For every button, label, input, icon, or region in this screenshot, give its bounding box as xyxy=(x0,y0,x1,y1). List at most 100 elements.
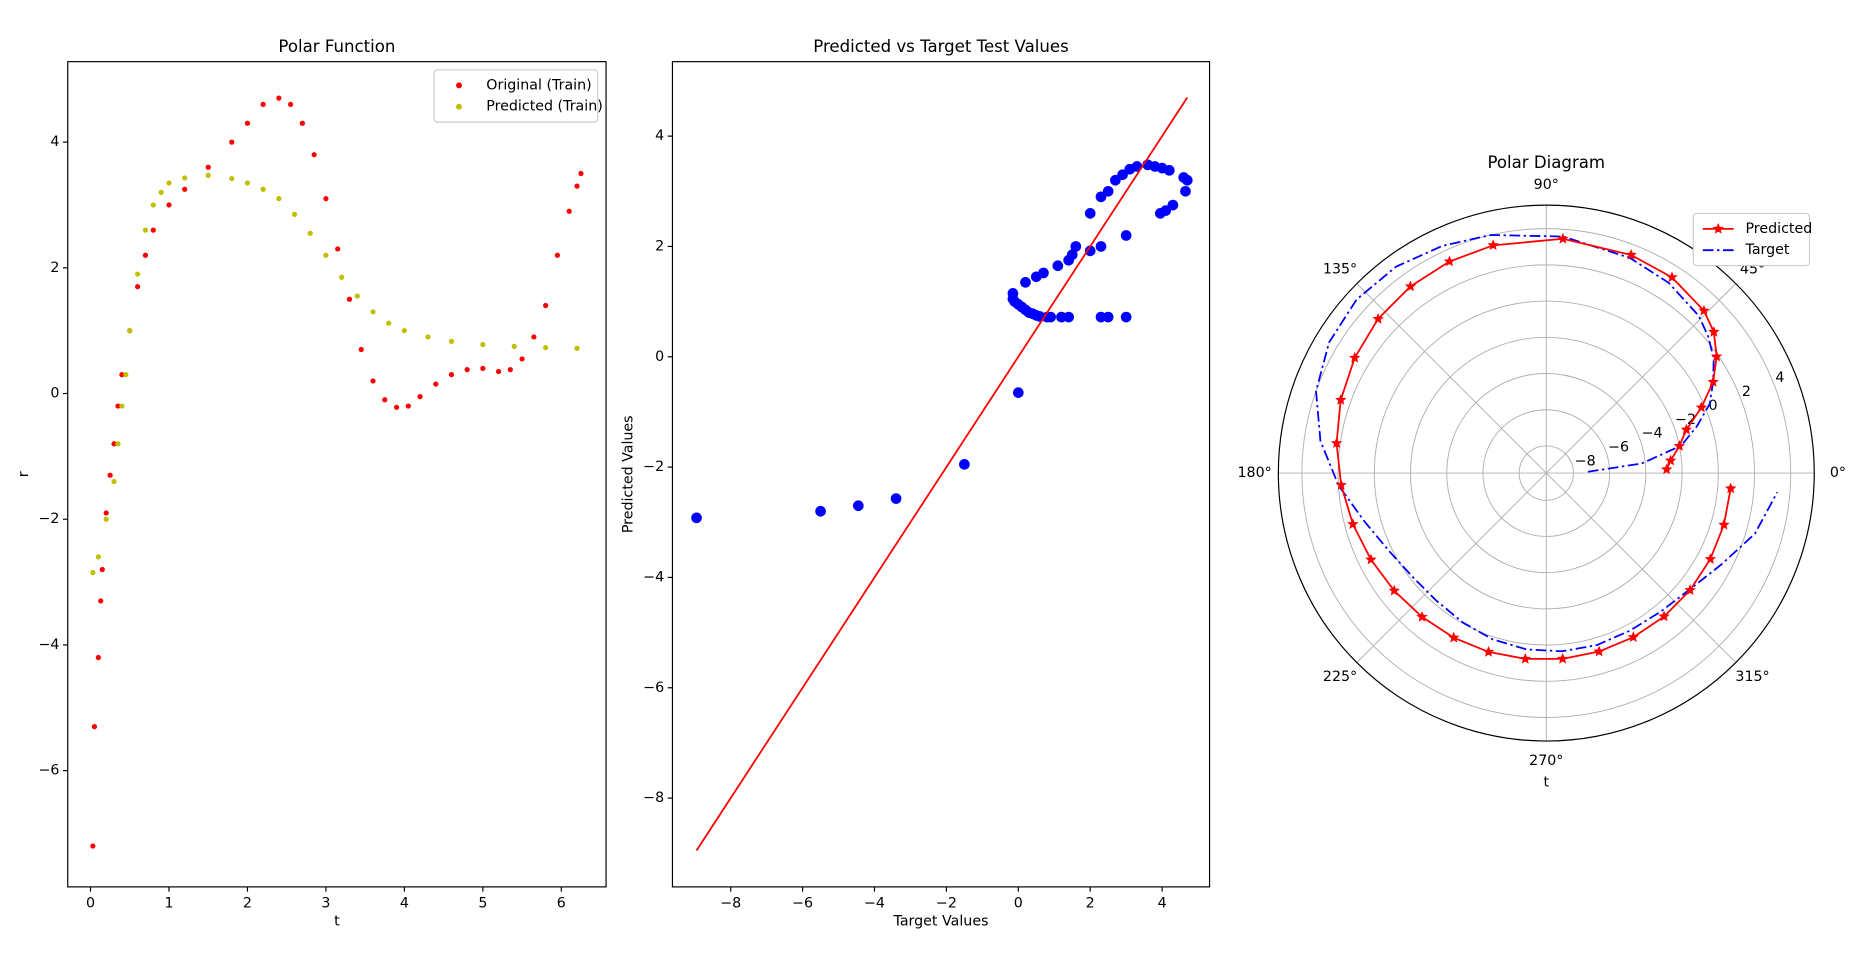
point xyxy=(1045,311,1056,323)
point xyxy=(1557,232,1569,244)
point xyxy=(307,230,313,236)
point xyxy=(1102,311,1114,323)
point xyxy=(1664,454,1677,466)
point xyxy=(578,170,584,177)
legend-box xyxy=(433,69,599,123)
point xyxy=(1519,652,1532,664)
point xyxy=(1443,255,1456,267)
point xyxy=(1117,169,1128,181)
point xyxy=(346,296,353,302)
point xyxy=(1416,610,1428,622)
grid-spoke xyxy=(1545,472,1737,663)
legend-label: Original (Train) xyxy=(486,77,591,93)
point xyxy=(323,196,329,202)
point xyxy=(1335,479,1347,490)
legend-label: Predicted (Train) xyxy=(486,99,602,115)
x-axis-label: Target Values xyxy=(893,913,989,929)
point xyxy=(852,500,864,512)
point xyxy=(150,227,156,233)
point xyxy=(90,570,96,576)
point xyxy=(890,493,902,504)
point xyxy=(1695,401,1708,413)
point xyxy=(1718,518,1730,530)
point xyxy=(1181,174,1193,186)
point xyxy=(574,183,580,189)
chart-title: Polar Diagram xyxy=(1488,153,1606,172)
point xyxy=(370,378,376,384)
point xyxy=(90,843,96,849)
point xyxy=(103,510,109,516)
point xyxy=(543,302,549,309)
theta-tick-label: 315° xyxy=(1735,669,1769,685)
point xyxy=(405,403,411,409)
theta-tick-label: 90° xyxy=(1534,177,1559,193)
point xyxy=(244,120,251,126)
theta-tick-label: 225° xyxy=(1323,669,1357,685)
point xyxy=(182,175,188,181)
point xyxy=(1012,387,1024,398)
point xyxy=(543,345,549,351)
point xyxy=(1625,248,1637,260)
y-tick-label: 0 xyxy=(50,386,59,402)
point xyxy=(1095,191,1107,203)
axes-frame xyxy=(67,61,607,888)
r-tick-label: −4 xyxy=(1642,426,1663,442)
r-tick-label: 0 xyxy=(1708,398,1717,414)
point xyxy=(142,252,149,258)
point xyxy=(1704,553,1716,564)
point xyxy=(205,164,211,170)
point xyxy=(166,180,172,186)
point xyxy=(464,367,470,373)
x-tick-label: 0 xyxy=(86,895,95,911)
point xyxy=(1180,185,1191,197)
point xyxy=(1330,437,1343,448)
point xyxy=(1070,241,1082,252)
point xyxy=(291,211,298,217)
point xyxy=(1666,271,1678,283)
point xyxy=(1725,482,1737,494)
point xyxy=(229,139,235,145)
line xyxy=(1315,234,1779,653)
point xyxy=(386,320,392,326)
y-tick-label: −8 xyxy=(643,790,664,806)
point xyxy=(98,598,104,604)
x-tick-label: 0 xyxy=(1014,895,1023,911)
r-tick-label: −6 xyxy=(1608,439,1629,455)
point xyxy=(393,404,400,410)
point xyxy=(299,120,305,126)
point xyxy=(1593,645,1605,657)
point xyxy=(1372,313,1384,324)
point xyxy=(370,309,376,315)
point xyxy=(480,341,486,348)
point xyxy=(382,397,388,403)
point xyxy=(1095,241,1107,252)
point xyxy=(99,566,105,573)
point xyxy=(1154,208,1166,219)
point xyxy=(433,381,439,387)
x-tick-label: 5 xyxy=(478,895,487,911)
point xyxy=(166,202,172,208)
point xyxy=(111,441,117,447)
legend-label: Target xyxy=(1744,242,1789,258)
point xyxy=(1658,610,1670,622)
point xyxy=(1448,631,1460,643)
grid-spoke xyxy=(1356,472,1547,663)
point xyxy=(1627,631,1640,643)
point xyxy=(107,472,113,478)
y-axis-label: Predicted Values xyxy=(621,415,637,533)
legend-box xyxy=(1692,212,1811,267)
y-tick-label: −6 xyxy=(38,763,59,779)
r-tick-label: 4 xyxy=(1775,370,1784,386)
point xyxy=(335,246,341,252)
point xyxy=(1707,375,1719,387)
point xyxy=(311,152,317,158)
point xyxy=(1020,276,1031,288)
point xyxy=(1120,230,1132,241)
r-tick-label: 2 xyxy=(1742,384,1751,400)
chart-title: Polar Function xyxy=(278,37,395,56)
polar-frame xyxy=(1277,204,1815,742)
point xyxy=(115,403,121,409)
x-axis-label: t xyxy=(1544,775,1550,791)
point xyxy=(1038,267,1049,279)
x-tick-label: 6 xyxy=(557,895,566,911)
